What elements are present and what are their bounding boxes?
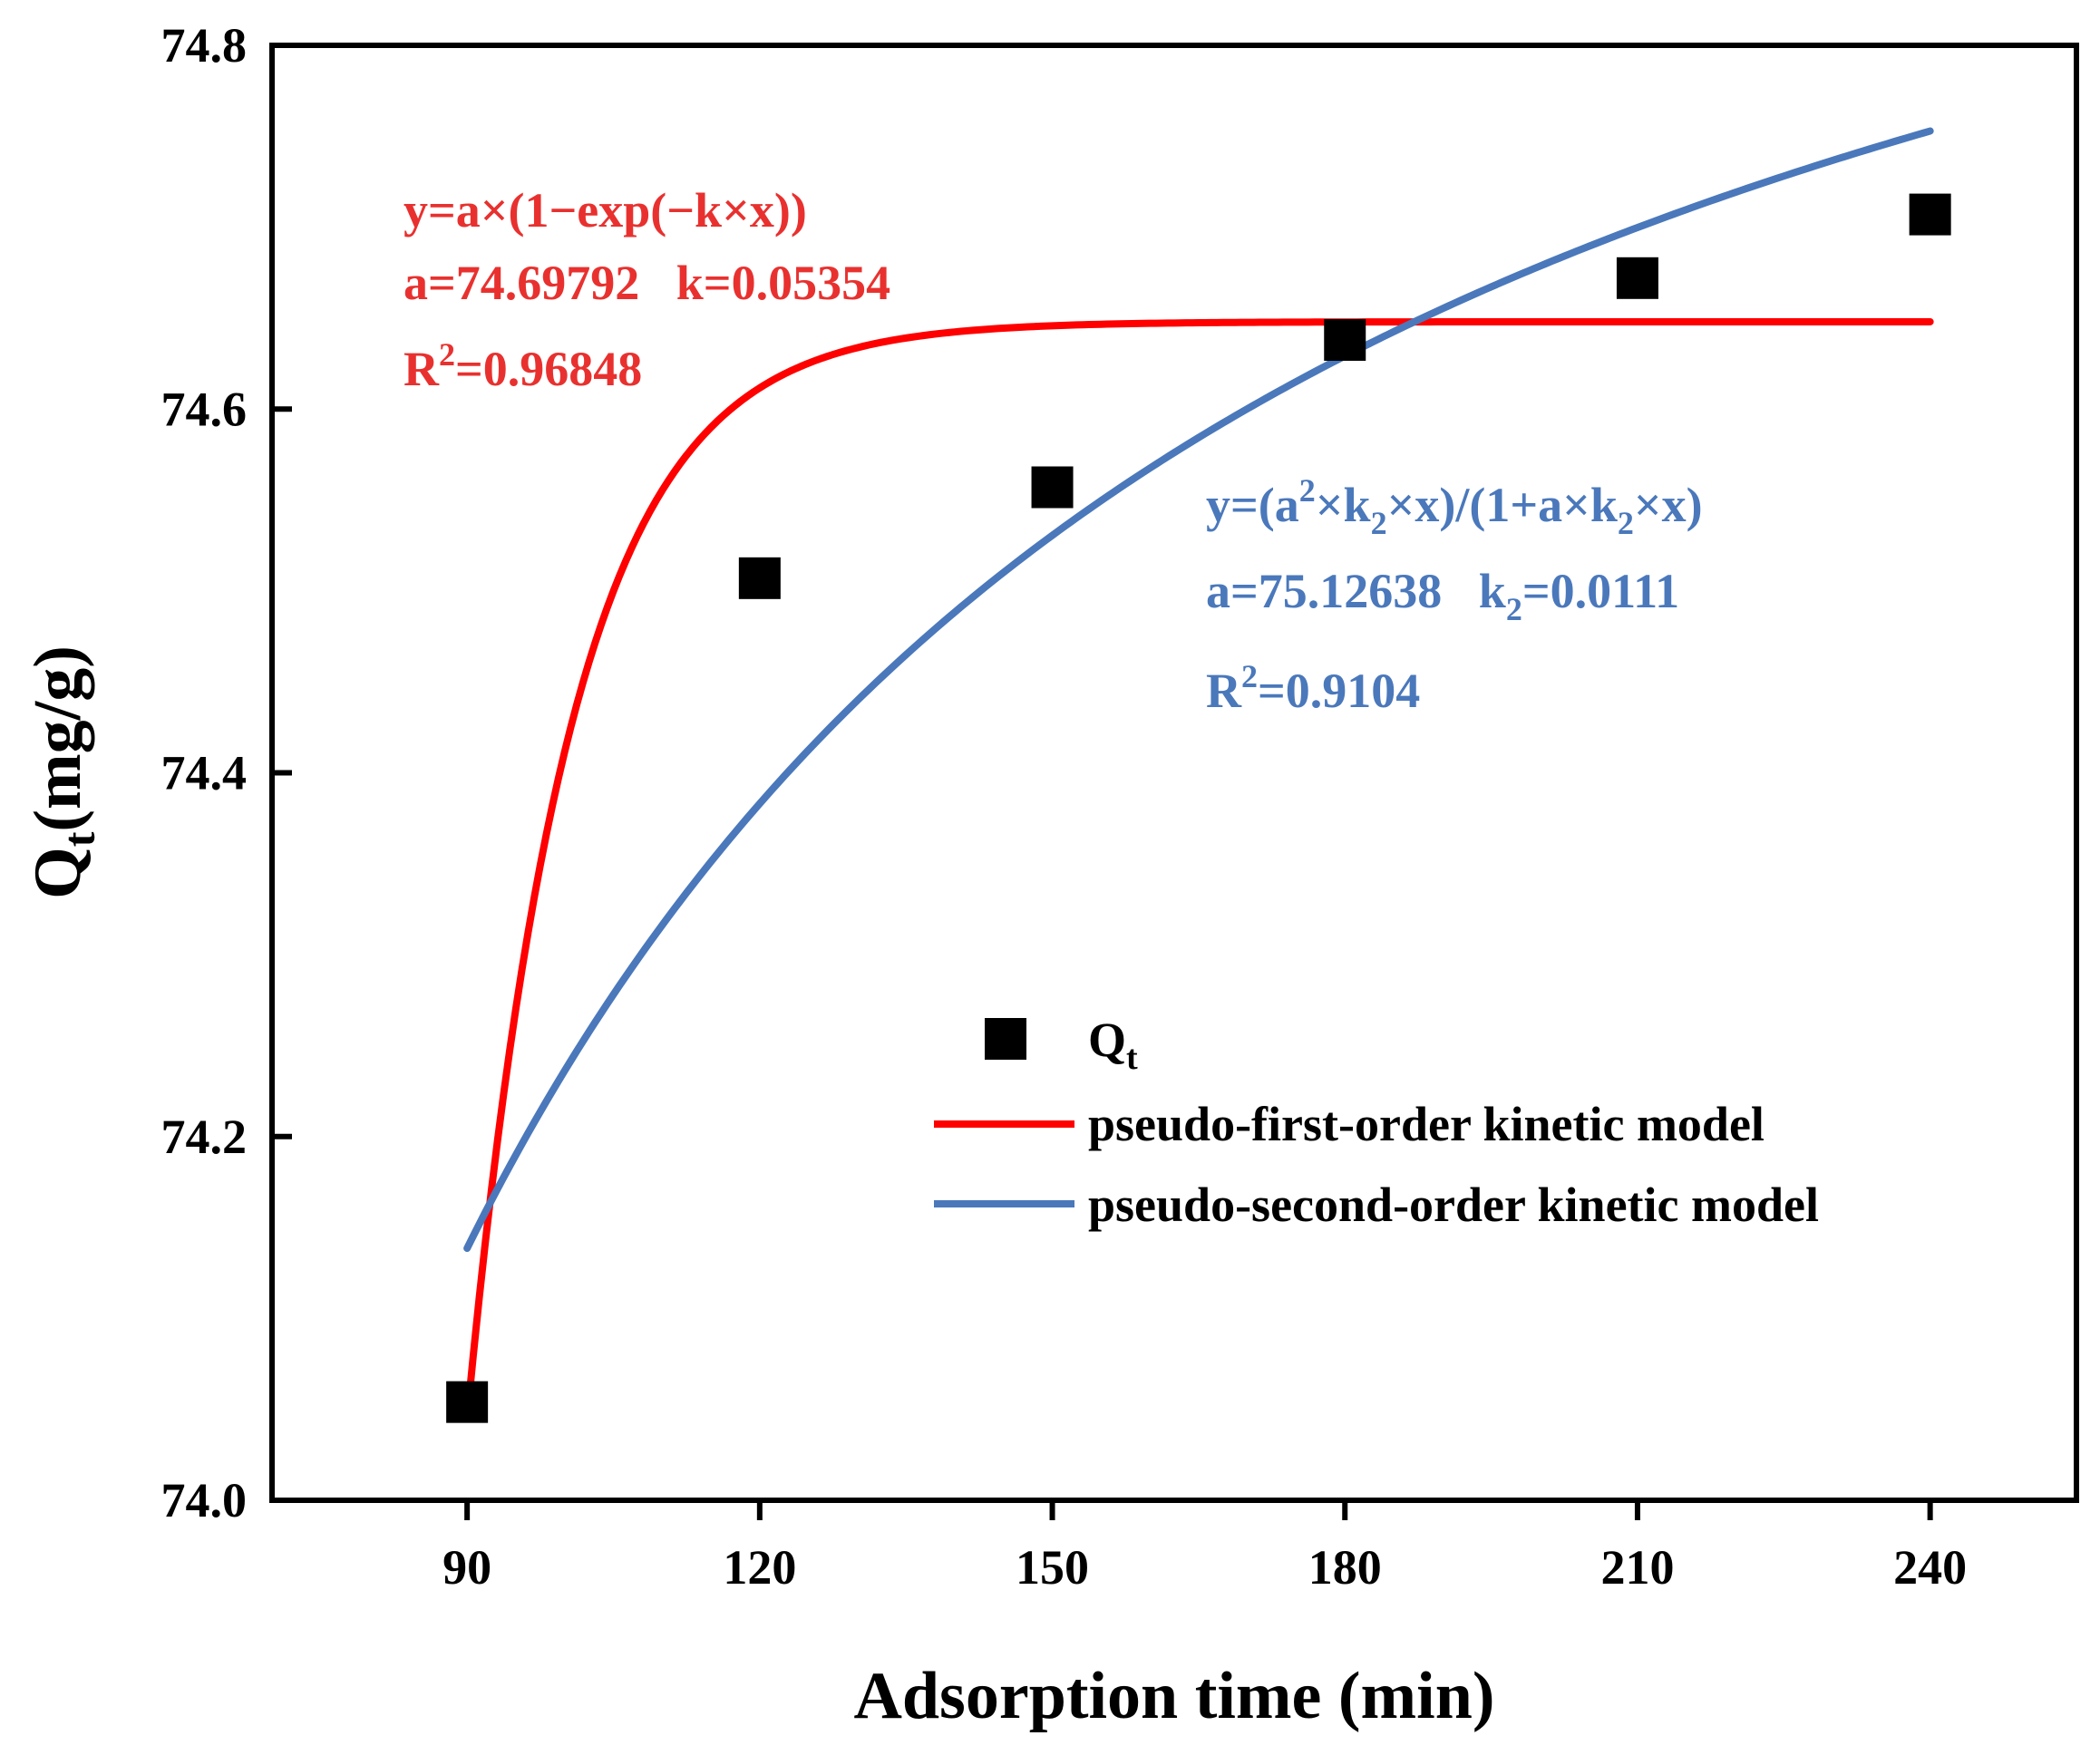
pfo-r2-prefix: R xyxy=(403,342,440,396)
pso-r2: R2=0.9104 xyxy=(1206,658,1420,718)
x-tick-label: 90 xyxy=(442,1540,491,1595)
x-tick-label: 180 xyxy=(1308,1540,1382,1595)
pfo-equation-annotation: y=a×(1−exp(−k×x)) a=74.69792 k=0.05354 R… xyxy=(403,183,890,396)
y-axis-title-main: Q xyxy=(21,847,95,899)
legend-label-pfo: pseudo-first-order kinetic model xyxy=(1088,1097,1765,1151)
pso-eq-part4: ×x) xyxy=(1634,478,1703,532)
x-axis-ticks: 90 120 150 180 210 240 xyxy=(442,1500,1967,1595)
x-tick-label: 210 xyxy=(1600,1540,1674,1595)
y-tick-label: 74.0 xyxy=(161,1473,248,1527)
y-axis-title-unit: (mg/g) xyxy=(21,645,95,832)
data-point xyxy=(1616,257,1658,299)
pso-eq-sub2: 2 xyxy=(1618,505,1634,541)
data-markers xyxy=(446,193,1951,1423)
pso-params-sub: 2 xyxy=(1506,591,1522,627)
legend: Qt pseudo-first-order kinetic model pseu… xyxy=(934,1013,1819,1232)
y-tick-label: 74.6 xyxy=(161,382,248,436)
data-point xyxy=(1031,466,1074,509)
pfo-equation: y=a×(1−exp(−k×x)) xyxy=(403,183,807,238)
y-tick-label: 74.8 xyxy=(161,18,248,73)
data-point xyxy=(1909,193,1951,236)
pfo-r2-value: =0.96848 xyxy=(455,342,642,396)
y-axis-title: Qt(mg/g) xyxy=(21,645,104,899)
pso-params: a=75.12638 k2=0.0111 xyxy=(1206,564,1679,627)
legend-label-qt-sub: t xyxy=(1126,1039,1138,1077)
data-point xyxy=(446,1381,489,1423)
y-tick-label: 74.2 xyxy=(161,1110,248,1164)
legend-marker-square xyxy=(985,1018,1026,1060)
pso-eq-part1: y=(a xyxy=(1206,478,1299,532)
x-tick-label: 150 xyxy=(1016,1540,1089,1595)
x-tick-label: 240 xyxy=(1893,1540,1967,1595)
y-tick-label: 74.4 xyxy=(161,746,248,800)
pso-eq-sup: 2 xyxy=(1299,472,1316,509)
pso-eq-part2: ×k xyxy=(1316,478,1371,532)
x-tick-label: 120 xyxy=(723,1540,796,1595)
pso-params-k: =0.0111 xyxy=(1522,564,1679,618)
pso-r2-sup: 2 xyxy=(1241,658,1258,694)
y-axis-ticks: 74.0 74.2 74.4 74.6 74.8 xyxy=(161,18,292,1527)
pso-r2-prefix: R xyxy=(1206,664,1242,718)
data-point xyxy=(738,557,781,599)
x-axis-title: Adsorption time (min) xyxy=(853,1659,1494,1733)
pfo-params: a=74.69792 k=0.05354 xyxy=(403,256,890,310)
model-curves xyxy=(463,127,1934,1422)
pso-curve xyxy=(463,127,1934,1253)
pso-eq-sub1: 2 xyxy=(1371,505,1387,541)
y-axis-title-sub: t xyxy=(53,831,104,847)
pso-equation: y=(a2×k2×x)/(1+a×k2×x) xyxy=(1206,472,1703,541)
pso-params-a: a=75.12638 k xyxy=(1206,564,1506,618)
legend-label-qt: Qt xyxy=(1088,1013,1138,1077)
pso-r2-value: =0.9104 xyxy=(1258,664,1420,718)
pso-eq-part3: ×x)/(1+a×k xyxy=(1387,478,1618,532)
data-point xyxy=(1324,319,1366,362)
legend-label-qt-main: Q xyxy=(1088,1013,1126,1067)
pfo-r2: R2=0.96848 xyxy=(403,336,642,396)
pfo-r2-sup: 2 xyxy=(439,336,455,373)
legend-label-pso: pseudo-second-order kinetic model xyxy=(1088,1178,1819,1232)
pfo-curve xyxy=(463,317,1934,1422)
pso-equation-annotation: y=(a2×k2×x)/(1+a×k2×x) a=75.12638 k2=0.0… xyxy=(1206,472,1703,718)
